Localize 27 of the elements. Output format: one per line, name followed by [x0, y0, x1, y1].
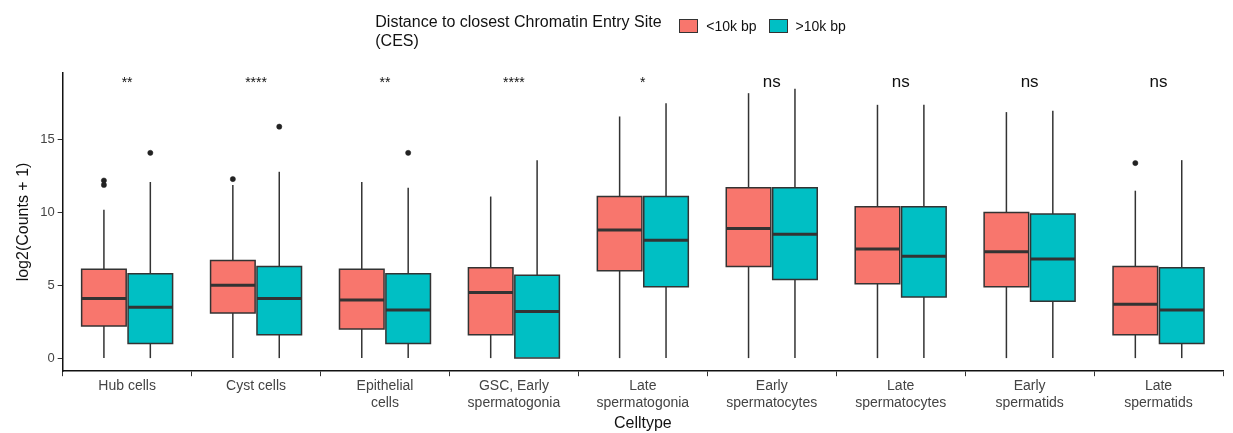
y-tick-label: 5	[47, 276, 55, 292]
x-tick-label: Late spermatocytes	[855, 377, 947, 411]
x-tick-label: Hub cells	[98, 377, 156, 394]
x-tick-label: Early spermatids	[995, 377, 1064, 411]
x-tick-label: Early spermatocytes	[726, 377, 818, 411]
x-tick-label: Late spermatids	[1124, 377, 1193, 411]
annotation: ns	[891, 72, 910, 92]
x-tick-label: Cyst cells	[226, 377, 286, 394]
y-tick-label: 15	[40, 131, 55, 147]
annotation: **	[121, 73, 134, 90]
legend-label: >10k bp	[795, 18, 846, 34]
annotation: *	[640, 73, 647, 90]
legend-label: <10k bp	[706, 18, 757, 34]
annotation: ns	[762, 72, 781, 92]
legend-title: Distance to closest Chromatin Entry Site (CES)	[375, 12, 663, 50]
annotation: ****	[503, 73, 526, 90]
x-tick-label: Late spermatogonia	[596, 377, 690, 411]
annotation: ns	[1020, 72, 1039, 92]
x-axis-title: Celltype	[613, 413, 672, 431]
annotation: ns	[1149, 72, 1168, 92]
annotation: **	[379, 73, 391, 90]
x-tick-label: Epithelial cells	[356, 377, 414, 411]
annotation: ****	[245, 73, 268, 90]
y-tick-label: 10	[40, 204, 55, 220]
y-axis-title: log2(Counts + 1)	[14, 162, 32, 282]
x-tick-label: GSC, Early spermatogonia	[467, 377, 561, 411]
y-tick-label: 0	[47, 349, 55, 365]
